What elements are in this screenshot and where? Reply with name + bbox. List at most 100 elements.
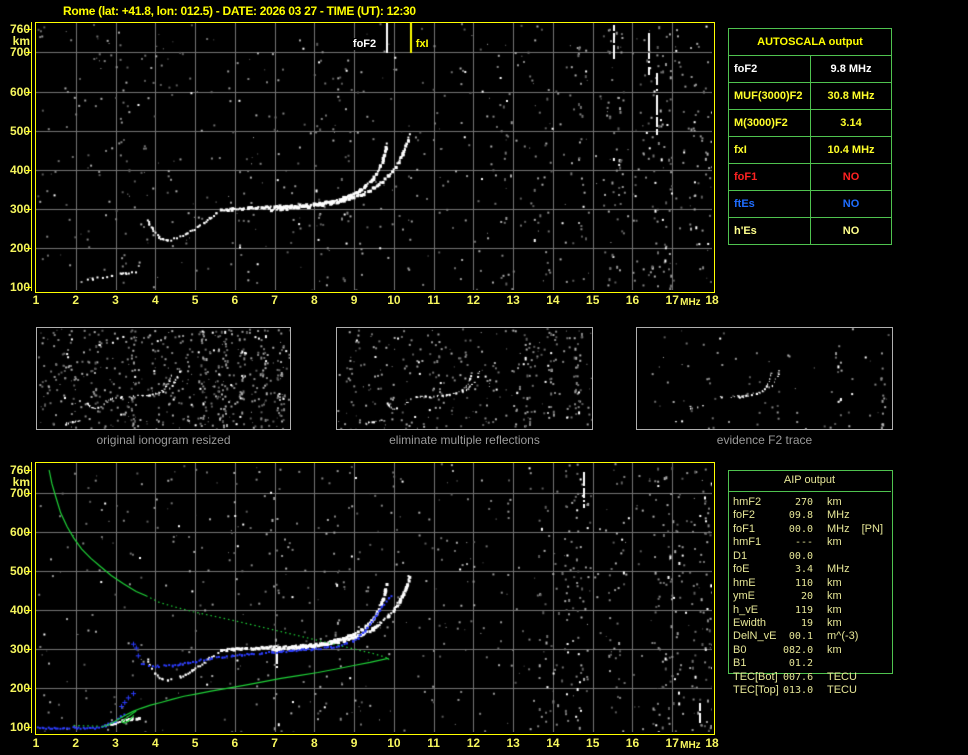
x-tick-label: 8 (311, 293, 318, 307)
aip-row-hmf1: hmF1 --- km (728, 536, 898, 549)
y-tick-mark (26, 571, 31, 573)
aip-unit: TECU (827, 670, 857, 683)
x-tick-label: 5 (191, 736, 199, 750)
x-tick-label: 12 (466, 736, 481, 750)
x-tick-label: 6 (231, 293, 239, 307)
y-tick-mark (26, 130, 31, 132)
aip-row-d1: D1 00.0 (728, 550, 898, 563)
thumbnail-original-ionogram (36, 327, 291, 430)
aip-unit: MHz (827, 522, 850, 535)
y-tick-mark (26, 169, 31, 171)
x-tick-label: 8 (311, 736, 318, 750)
x-tick-label: 1 (32, 736, 40, 750)
x-tick-label: 7 (271, 293, 278, 307)
aip-row-yme: ymE 20 km (728, 590, 898, 603)
y-tick-label: 600 (9, 84, 30, 99)
aip-val: 00.0 (788, 550, 813, 562)
y-tick-label: 300 (9, 642, 30, 657)
x-tick-label: 17 (665, 293, 679, 307)
y-tick-label: 500 (9, 123, 30, 138)
y-axis-unit-label: km (12, 34, 30, 48)
autoscala-param-value: NO (842, 171, 860, 183)
autoscala-row-fxI: fxI 10.4 MHz (729, 136, 891, 163)
aip-val: 00.0 (788, 523, 813, 535)
top-ionogram-canvas (36, 23, 712, 290)
y-axis-line (31, 462, 32, 733)
x-tick-label: 10 (387, 293, 401, 307)
autoscala-panel-header: AUTOSCALA output (757, 36, 863, 48)
y-tick-label: 760 (9, 463, 30, 477)
x-tick-label: 11 (427, 736, 440, 750)
x-tick-label: 4 (151, 293, 159, 307)
aip-row-foe: foE 3.4 MHz (728, 563, 898, 576)
autoscala-row-hpEs: h'Es NO (729, 217, 891, 244)
aip-unit: km (827, 616, 842, 629)
y-tick-label: 600 (9, 525, 30, 540)
aip-row-fof2: foF2 09.8 MHz (728, 509, 898, 522)
aip-row-tectop: TEC[Top] 013.0 TECU (728, 684, 898, 697)
aip-lbl: D1 (733, 549, 748, 562)
x-tick-label: 1 (32, 293, 40, 307)
autoscala-param-label: foF2 (729, 56, 811, 82)
aip-extra: [PN] (861, 522, 884, 535)
thumbnail-f2-trace (636, 327, 893, 430)
thumbnail-multiples-caption: eliminate multiple reflections (389, 433, 540, 447)
x-tick-label: 5 (191, 293, 199, 307)
aip-row-tecbot: TEC[Bot] 007.6 TECU (728, 671, 898, 684)
aip-val: 270 (794, 497, 813, 508)
autoscala-param-value: NO (842, 198, 860, 210)
x-tick-label: 2 (72, 736, 80, 750)
aip-row-b1: B1 01.2 (728, 657, 898, 670)
aip-unit: km (827, 603, 842, 616)
x-tick-label: 18 (705, 293, 719, 307)
aip-unit: km (827, 536, 842, 549)
aip-lbl: ymE (733, 590, 755, 603)
autoscala-row-M3000F2: M(3000)F2 3.14 (729, 109, 891, 136)
x-tick-label: 14 (546, 293, 560, 307)
autoscala-param-label: foF1 (729, 164, 811, 190)
y-tick-mark (26, 52, 31, 54)
x-tick-label: 16 (625, 293, 640, 307)
aip-lbl: B0 (733, 643, 747, 656)
x-axis-unit-label: MHz (680, 740, 701, 751)
x-tick-label: 6 (231, 736, 239, 750)
aip-val: 007.6 (783, 671, 814, 683)
aip-val: 110 (794, 577, 813, 589)
x-tick-label: 3 (112, 736, 119, 750)
fxI-marker-label: fxI (414, 38, 430, 50)
x-tick-label: 15 (586, 736, 600, 750)
y-tick-mark (26, 208, 31, 210)
aip-lbl: foF2 (733, 509, 756, 522)
x-tick-label: 11 (427, 293, 440, 307)
aip-val: 19 (800, 617, 813, 629)
aip-unit: MHz (827, 509, 850, 522)
station-title: Rome (lat: +41.8, lon: 012.5) - DATE: 20… (63, 4, 416, 18)
aip-lbl: foF1 (733, 522, 756, 535)
aip-lbl: hmE (733, 576, 756, 589)
aip-val: 3.4 (794, 564, 813, 576)
x-tick-label: 10 (387, 736, 401, 750)
aip-val: 082.0 (783, 644, 814, 656)
aip-val: --- (794, 537, 813, 549)
y-tick-label: 300 (9, 201, 30, 216)
aip-row-hmf2: hmF2 270 km (728, 496, 898, 509)
aip-val: 013.0 (783, 685, 814, 697)
aip-unit: m^(-3) (827, 630, 859, 643)
autoscala-param-label: fxI (729, 137, 811, 163)
aip-output-panel: AIP output hmF2 270 km foF2 09.8 MHz foF1 00.0 M… (728, 470, 898, 698)
aip-row-b0: B0 082.0 km (728, 644, 898, 657)
aip-lbl: Ewidth (733, 616, 767, 629)
thumbnail-original-caption: original ionogram resized (96, 433, 231, 447)
x-tick-label: 15 (586, 293, 600, 307)
autoscala-param-label: h'Es (729, 218, 811, 244)
y-tick-label: 100 (9, 280, 30, 294)
aip-lbl: h_vE (733, 603, 759, 616)
y-tick-label: 400 (9, 603, 30, 618)
autoscala-param-value: 9.8 MHz (830, 63, 872, 75)
aip-lbl: hmF1 (733, 536, 762, 549)
aip-val: 00.1 (788, 631, 813, 643)
x-tick-label: 9 (350, 293, 358, 307)
aip-lbl: TEC[Bot] (733, 670, 778, 683)
aip-lbl: B1 (733, 657, 747, 670)
x-tick-label: 16 (625, 736, 640, 750)
